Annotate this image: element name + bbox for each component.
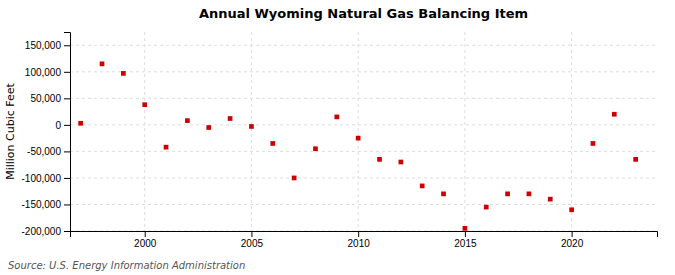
- point: [228, 116, 233, 121]
- tick-mark: [64, 45, 70, 46]
- tick-label: 150,000: [25, 40, 62, 51]
- grid: [70, 32, 657, 231]
- tick-label: 2020: [561, 238, 584, 249]
- point: [313, 146, 318, 151]
- point: [527, 192, 532, 197]
- point: [569, 207, 574, 212]
- tick-label: 2005: [241, 238, 264, 249]
- point: [612, 112, 617, 117]
- tick-mark: [64, 178, 70, 179]
- point: [206, 125, 211, 130]
- tick-label: 50,000: [30, 93, 61, 104]
- tick-label: 2010: [348, 238, 371, 249]
- tick-label: -200,000: [22, 226, 62, 237]
- plot: 2000 2005 2010 2015 2020 -200,000 -150,000 -100…: [22, 32, 658, 249]
- tick-mark: [64, 231, 70, 232]
- y-axis-title: Million Cubic Feet: [4, 82, 17, 179]
- grid-line: [70, 71, 657, 72]
- point: [142, 102, 147, 107]
- title: Annual Wyoming Natural Gas Balancing Ite…: [199, 6, 528, 21]
- point: [356, 136, 361, 141]
- axis-line: [71, 232, 658, 238]
- point: [121, 71, 126, 76]
- source: Source: U.S. Energy Information Administ…: [8, 260, 245, 271]
- point: [505, 192, 510, 197]
- tick: -150,000: [22, 199, 70, 210]
- grid-line: [144, 32, 145, 231]
- tick-label: 0: [55, 120, 61, 131]
- tick: -100,000: [22, 173, 70, 184]
- y-axis: -200,000 -150,000 -100,000 -50,000 0 50,000 10…: [22, 33, 71, 237]
- tick: 50,000: [30, 93, 70, 104]
- point: [441, 192, 446, 197]
- grid-line: [70, 124, 657, 125]
- point: [420, 184, 425, 189]
- point: [164, 145, 169, 150]
- grid-line: [571, 32, 572, 231]
- tick: 2005: [241, 231, 264, 249]
- tick: 2000: [134, 231, 157, 249]
- tick-label: -50,000: [27, 146, 61, 157]
- tick-mark: [64, 98, 70, 99]
- point: [185, 118, 190, 123]
- tick-mark: [572, 231, 573, 237]
- tick-mark: [145, 231, 146, 237]
- point: [249, 124, 254, 129]
- point: [591, 141, 596, 146]
- tick-label: 2015: [454, 238, 477, 249]
- tick-label: -100,000: [22, 173, 62, 184]
- point: [548, 197, 553, 202]
- tick-mark: [64, 125, 70, 126]
- grid-line: [70, 204, 657, 205]
- grid-line: [464, 32, 465, 231]
- point: [484, 205, 489, 210]
- point: [633, 157, 638, 162]
- grid-line: [70, 177, 657, 178]
- tick: 0: [55, 120, 70, 131]
- tick: 2015: [454, 231, 477, 249]
- grid-line: [70, 151, 657, 152]
- tick-mark: [64, 151, 70, 152]
- tick-label: 2000: [134, 238, 157, 249]
- point: [270, 141, 275, 146]
- tick-mark: [465, 231, 466, 237]
- tick: 100,000: [25, 67, 70, 78]
- point: [377, 157, 382, 162]
- tick-mark: [251, 231, 252, 237]
- tick-mark: [64, 204, 70, 205]
- grid-line: [70, 45, 657, 46]
- tick-label: 100,000: [25, 67, 62, 78]
- point: [463, 226, 468, 231]
- grid-line: [251, 32, 252, 231]
- point: [78, 121, 83, 126]
- tick-label: -150,000: [22, 199, 62, 210]
- tick: -50,000: [27, 146, 70, 157]
- tick-mark: [64, 72, 70, 73]
- grid-line: [70, 98, 657, 99]
- tick: 2010: [348, 231, 371, 249]
- point: [399, 160, 404, 165]
- tick: 2020: [561, 231, 584, 249]
- tick: -200,000: [22, 226, 70, 237]
- point: [292, 176, 297, 181]
- tick-mark: [358, 231, 359, 237]
- x-axis: 2000 2005 2010 2015 2020: [71, 231, 658, 249]
- point: [100, 61, 105, 66]
- point: [334, 115, 339, 120]
- tick: 150,000: [25, 40, 70, 51]
- chart: 2000 2005 2010 2015 2020 -200,000 -150,000 -100…: [0, 0, 675, 275]
- grid-line: [358, 32, 359, 231]
- axis-line: [64, 33, 71, 232]
- points: [78, 61, 638, 230]
